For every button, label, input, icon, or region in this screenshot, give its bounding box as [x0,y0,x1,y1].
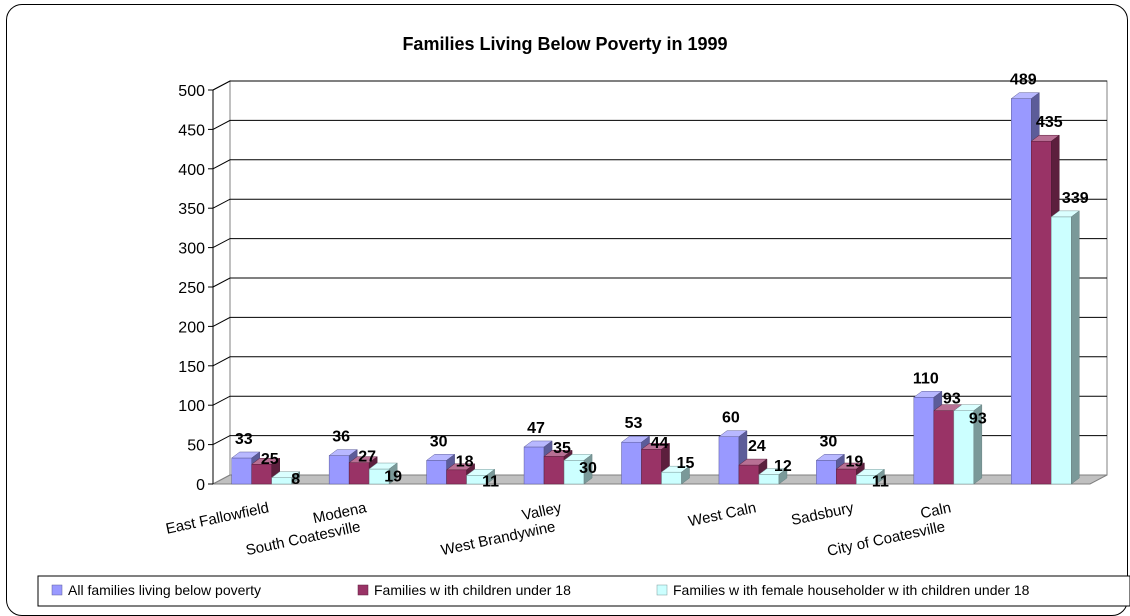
y-tick-label: 0 [196,477,205,494]
data-label: 489 [1010,72,1037,89]
bar-front [272,478,292,484]
bar-side [1071,211,1079,484]
y-tick-label: 150 [178,359,205,376]
y-tick-label: 500 [178,83,205,100]
y-tick-label: 100 [178,398,205,415]
bar-front [1051,217,1071,484]
chart-title: Families Living Below Poverty in 1999 [402,34,727,54]
data-label: 27 [358,449,376,466]
x-category-label: West Caln [687,499,758,530]
legend: All families living below poverty Familie… [38,576,1130,606]
data-label: 30 [579,460,597,477]
bar [1051,211,1079,484]
bar-front [642,449,662,484]
data-label: 30 [819,433,837,450]
legend-label: Families w ith children under 18 [374,582,571,598]
y-tick-label: 300 [178,241,205,258]
bar-front [447,470,467,484]
legend-label: All families living below poverty [68,582,261,598]
x-category-label: West Brandywine [439,518,556,559]
data-label: 93 [943,390,961,407]
data-label: 44 [651,435,669,452]
data-label: 36 [332,429,350,446]
y-axis: 0 50 100 150 200 250 300 350 400 450 500 [178,83,213,494]
data-label: 47 [527,420,545,437]
x-category-label: East Fallowfield [164,499,270,537]
data-label: 15 [677,455,695,472]
y-tick-label: 400 [178,162,205,179]
bar-front [232,458,252,484]
y-tick-label: 50 [187,438,205,455]
data-label: 19 [384,469,402,486]
bar-front [544,456,564,484]
bar-front [816,460,836,484]
data-label: 24 [748,438,766,455]
y-tick-label: 450 [178,122,205,139]
data-label: 35 [553,440,571,457]
x-category-label: Sadsbury [790,499,856,529]
bar-front [759,475,779,484]
bar-front [662,472,682,484]
data-label: 19 [845,453,863,470]
bar-front [934,411,954,484]
data-label: 53 [625,415,643,432]
bar-front [1011,99,1031,484]
legend-swatch [358,585,368,595]
y-tick-label: 200 [178,319,205,336]
bar-front [739,465,759,484]
x-category-label: City of Coatesville [826,518,947,560]
data-label: 30 [430,433,448,450]
bar-front [836,469,856,484]
legend-swatch [52,585,62,595]
bar-front [1031,141,1051,484]
data-label: 93 [969,410,987,427]
bar-front [524,447,544,484]
data-label: 8 [291,471,300,488]
bar-front [329,456,349,484]
bar-front [914,397,934,484]
legend-swatch [657,585,667,595]
data-label: 33 [235,431,253,448]
data-label: 435 [1036,114,1063,131]
y-tick-label: 250 [178,280,205,297]
data-label: 60 [722,410,740,427]
bar-front [622,442,642,484]
bar-front [427,460,447,484]
data-label: 339 [1062,190,1089,207]
legend-label: Families w ith female householder w ith … [673,582,1030,598]
data-label: 25 [261,451,279,468]
x-category-label: South Coatesville [244,518,362,559]
data-label: 11 [872,473,889,490]
data-label: 12 [774,458,792,475]
y-tick-label: 350 [178,201,205,218]
bar-front [349,463,369,484]
data-label: 18 [456,453,474,470]
data-label: 11 [482,473,499,490]
data-label: 110 [913,370,939,387]
bar-front [719,437,739,484]
